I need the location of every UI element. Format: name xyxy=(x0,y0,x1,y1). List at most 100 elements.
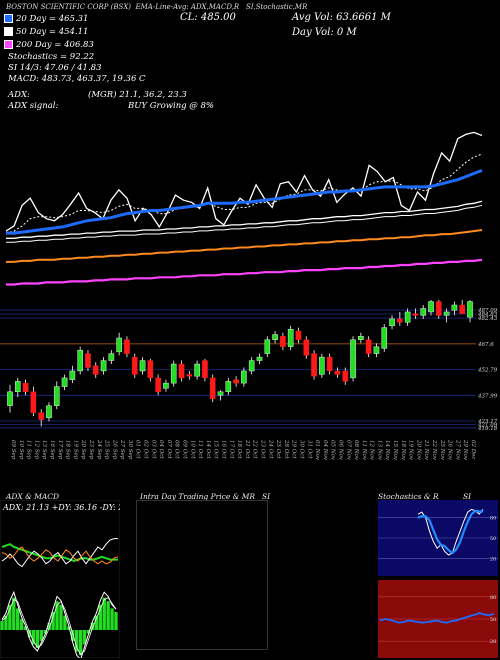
intraday-panel-frame xyxy=(136,500,268,650)
date-axis-label: 02 Oct xyxy=(143,440,149,459)
candle-body xyxy=(92,365,99,375)
series-ema20-line xyxy=(6,168,483,235)
date-axis-label: 14 Nov xyxy=(384,440,390,461)
date-axis-label: 18 Nov xyxy=(400,440,406,461)
adx-series-plus_di xyxy=(1,538,118,568)
candle-body xyxy=(170,363,177,384)
candle-body xyxy=(178,363,185,379)
stoch-series-k xyxy=(417,508,484,556)
candle-body xyxy=(202,360,208,379)
intraday-panel-title: Intra Day Trading Price & MR xyxy=(140,492,256,501)
date-axis-label: 09 Sep xyxy=(10,440,16,460)
candle-body xyxy=(287,329,294,347)
macd-histogram-bar xyxy=(110,608,114,630)
candle-body xyxy=(61,377,68,387)
candle-body xyxy=(46,405,52,419)
date-axis-label: 20 Sep xyxy=(80,439,86,460)
macd-histogram-bar xyxy=(19,619,24,630)
date-axis-label: 23 Oct xyxy=(259,439,265,459)
candle-body xyxy=(209,377,216,399)
ema200-legend-icon xyxy=(4,40,13,49)
date-axis-label: 09 Oct xyxy=(182,440,188,459)
date-axis-label: 11 Nov xyxy=(361,440,367,461)
macd-histogram-bar xyxy=(106,601,110,630)
header-symbol-line: BOSTON SCIENTIFIC CORP (BSX) EMA-Line-Av… xyxy=(6,3,308,11)
ema20-legend-icon xyxy=(4,14,13,23)
date-axis-label: 02 Dec xyxy=(470,440,476,460)
macd-histogram-bar xyxy=(31,630,36,645)
date-axis-label: 21 Nov xyxy=(423,439,429,461)
stoch-tick-label: 20 xyxy=(490,556,496,562)
date-axis-label: 07 Nov xyxy=(345,440,351,461)
candle-body xyxy=(241,370,247,384)
candle-body xyxy=(412,313,419,316)
adx-label: ADX: xyxy=(8,90,30,100)
rsi-series-line xyxy=(379,612,495,624)
series-ema_fast-line xyxy=(5,153,483,234)
candle-body xyxy=(404,311,411,323)
date-axis-label: 29 Nov xyxy=(462,439,468,461)
adx-signal-label: ADX signal: xyxy=(8,101,59,111)
date-axis-label: 23 Sep xyxy=(88,439,94,460)
candle-body xyxy=(436,301,442,316)
date-axis-label: 21 Oct xyxy=(244,439,250,459)
macd-signal-line xyxy=(1,597,117,656)
date-axis-label: 04 Nov xyxy=(322,440,328,461)
date-axis-label: 01 Oct xyxy=(135,440,141,459)
stoch-tick-label: 80 xyxy=(490,516,496,522)
macd-histogram-bar xyxy=(78,630,83,656)
macd-histogram-bar xyxy=(59,604,63,630)
date-axis-label: 18 Oct xyxy=(236,440,242,459)
close-price-label: CL: 485.00 xyxy=(180,12,236,23)
date-axis-label: 08 Oct xyxy=(174,440,180,459)
date-axis-label: 19 Nov xyxy=(408,440,414,461)
intraday-panel xyxy=(136,500,268,650)
date-axis-label: 11 Oct xyxy=(197,440,203,459)
date-axis-label: 19 Sep xyxy=(72,440,78,460)
macd-histogram-bar xyxy=(114,612,118,630)
macd-histogram-bar xyxy=(8,604,12,630)
candle-body xyxy=(272,334,278,340)
ema-overview-chart xyxy=(5,131,483,286)
candle-body xyxy=(256,356,263,361)
macd-histogram-bar xyxy=(16,608,20,630)
date-axis-label: 24 Oct xyxy=(267,439,273,459)
macd-histogram-bar xyxy=(4,615,8,630)
date-axis-label: 26 Sep xyxy=(111,439,117,460)
date-axis-label: 30 Sep xyxy=(127,440,133,460)
candle-body xyxy=(131,356,138,375)
macd-histogram-bar xyxy=(47,622,51,630)
macd-histogram-bar xyxy=(51,612,55,630)
candle-body xyxy=(53,386,60,406)
stoch-panel-title: Stochastics & R xyxy=(378,492,439,501)
date-axis-label: 18 Sep xyxy=(65,440,71,460)
macd-histogram-bar xyxy=(23,626,28,630)
date-axis-label: 15 Nov xyxy=(392,440,398,461)
candle-body xyxy=(350,339,356,379)
rsi-tick-label: 50 xyxy=(490,617,496,623)
macd-histogram-bar xyxy=(94,615,99,630)
rsi-tick-label: 80 xyxy=(490,595,496,601)
macd-histogram-bar xyxy=(27,630,32,638)
series-ema200-line xyxy=(6,258,483,286)
date-axis-label: 22 Oct xyxy=(252,439,258,459)
macd-histogram-bar xyxy=(43,630,47,634)
macd-value: MACD: 483.73, 463.37, 19.36 C xyxy=(8,74,146,84)
macd-histogram-bar xyxy=(98,604,102,630)
macd-histogram-bar xyxy=(12,597,16,630)
date-axis-label: 26 Nov xyxy=(447,439,453,461)
adx-readout: ADX: 21.13 +DY: 36.16 -DY: 23.55 xyxy=(2,503,120,512)
candle-body xyxy=(373,346,380,354)
date-axis-label: 25 Sep xyxy=(104,439,110,460)
ema20-legend: 20 Day = 465.31 xyxy=(4,14,88,24)
candle-body xyxy=(30,391,37,413)
stochastics-panel: 80 50 20 80 50 20 xyxy=(378,500,498,658)
date-axis-label: 20 Nov xyxy=(415,439,421,461)
price-axis-label: 482.43 xyxy=(477,316,498,322)
price-axis-label: 484.83 xyxy=(477,312,498,318)
date-axis-label: 11 Sep xyxy=(26,440,32,460)
ema50-legend-icon xyxy=(4,27,13,36)
macd-histogram-bar xyxy=(35,630,40,648)
adx-panel-title: ADX & MACD xyxy=(6,492,60,501)
date-axis-label: 13 Nov xyxy=(376,440,382,461)
